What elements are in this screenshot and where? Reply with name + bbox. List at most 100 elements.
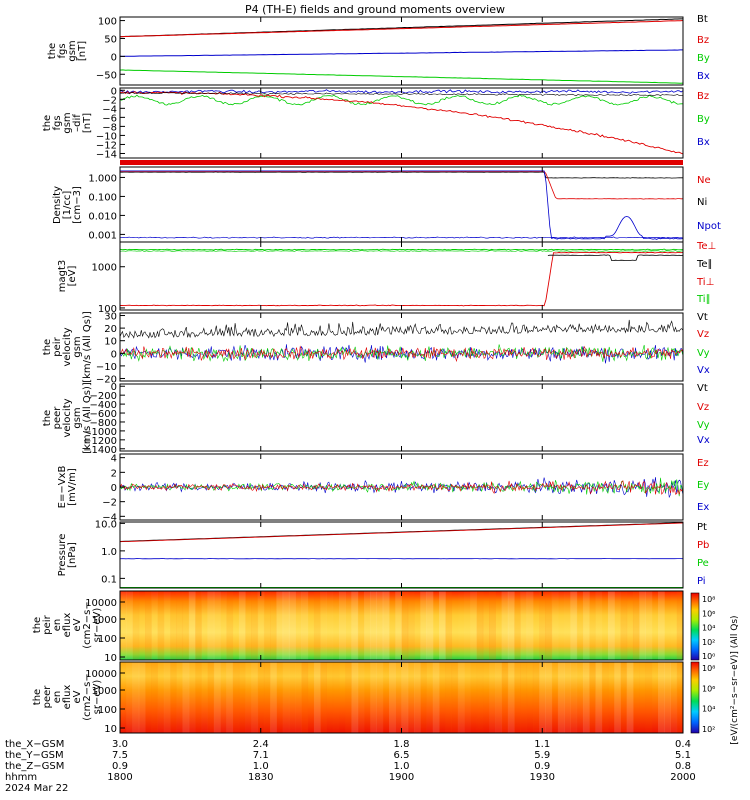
y-tick-label: −6	[102, 113, 117, 124]
x-axis-row-label: the_Z−GSM	[5, 761, 64, 772]
series-line-bx	[119, 49, 683, 57]
y-axis-label: eflux	[62, 685, 73, 710]
y-axis-label: [eV]	[67, 266, 78, 287]
spectrogram-column	[201, 591, 209, 660]
spectrogram-column	[145, 591, 152, 660]
x-axis-tick-label: 0.8	[675, 761, 691, 772]
y-tick-label: 10000	[85, 598, 117, 609]
series-line-ez	[119, 480, 684, 495]
y-tick-label: 1.0	[101, 547, 117, 558]
spectrogram-column	[188, 662, 196, 733]
y-axis-label: peer	[52, 406, 63, 430]
spectrogram-column	[652, 591, 659, 660]
spectrogram-column	[301, 591, 309, 660]
spectrogram-column	[232, 662, 240, 733]
spectrogram-column	[395, 662, 402, 733]
spectrogram-column	[514, 591, 521, 660]
spectrogram-column	[645, 591, 653, 660]
spectrogram-column	[158, 662, 165, 733]
spectrogram-column	[138, 662, 146, 733]
spectrogram-column	[313, 591, 321, 660]
series-line-te-perp	[120, 251, 684, 307]
spectrogram-column	[407, 591, 415, 660]
spectrogram-column	[551, 662, 559, 733]
x-axis-tick-label: 2000	[670, 772, 695, 783]
y-axis-label: velocity	[62, 327, 73, 366]
spectrogram-column	[483, 662, 490, 733]
spectrogram-column	[220, 591, 227, 660]
spectrogram-column	[451, 662, 459, 733]
y-axis-label: the	[42, 410, 53, 426]
legend-label: Vz	[697, 329, 709, 340]
spectrogram-column	[370, 662, 377, 733]
spectrogram-column	[320, 591, 327, 660]
spectrogram-column	[364, 662, 371, 733]
spectrogram-column	[420, 591, 428, 660]
spectrogram-column	[470, 662, 477, 733]
spectrogram-column	[607, 662, 615, 733]
spectrogram-column	[607, 591, 615, 660]
spectrogram-column	[295, 591, 302, 660]
colorbar	[690, 661, 700, 734]
spectrogram-column	[539, 591, 546, 660]
y-axis-label: Pressure	[57, 534, 68, 577]
spectrogram-column	[639, 662, 646, 733]
spectrogram-column	[476, 662, 484, 733]
y-tick-label: −2	[102, 95, 117, 106]
y-tick-label: 10000	[85, 669, 117, 680]
y-tick-label: 0	[111, 483, 117, 494]
spectrogram-column	[201, 662, 208, 733]
spectrogram-column	[582, 662, 590, 733]
spectrogram-column	[326, 591, 333, 660]
spectrogram-column	[213, 591, 221, 660]
series-line-vx	[119, 344, 684, 364]
x-axis-tick-label: 1.8	[394, 739, 410, 750]
spectrogram-column	[576, 591, 584, 660]
spectrogram-column	[370, 591, 377, 660]
legend-label: Vt	[697, 312, 708, 323]
legend-label: Vy	[697, 348, 710, 359]
colorbar-tick-label: 10²	[702, 638, 715, 647]
spectrogram-column	[539, 662, 546, 733]
x-axis-tick-label: 5.9	[534, 750, 550, 761]
y-tick-label: −1400	[83, 445, 117, 456]
x-axis-tick-label: 1.0	[394, 761, 410, 772]
y-axis-label: the	[32, 689, 43, 705]
spectrogram-column	[132, 591, 140, 660]
spectrogram-column	[464, 662, 471, 733]
x-axis-tick-label: 1900	[389, 772, 414, 783]
spectrogram-column	[501, 662, 509, 733]
spectrogram-column	[126, 662, 134, 733]
series-line-bt	[119, 92, 683, 97]
series-line-bz	[119, 20, 684, 38]
spectrogram-column	[457, 662, 465, 733]
y-tick-label: 10	[104, 653, 117, 664]
spectrogram-column	[338, 591, 346, 660]
spectrogram-column	[270, 591, 277, 660]
legend-label: Ti⊥	[696, 277, 714, 288]
spectrogram-column	[245, 591, 252, 660]
legend-label: Bx	[697, 71, 710, 82]
y-axis-label: gsm	[67, 40, 78, 61]
spectrogram-column	[458, 591, 465, 660]
spectrogram-column	[238, 662, 246, 733]
spectrogram-column	[452, 591, 459, 660]
x-axis-date: 2024 Mar 22	[5, 783, 68, 794]
colorbar-tick-label: 10⁸	[702, 595, 715, 604]
spectrogram-column	[132, 662, 140, 733]
y-tick-label: 1000	[92, 615, 117, 626]
y-tick-label: 50	[104, 34, 117, 45]
x-axis-row-label: the_X−GSM	[5, 739, 64, 750]
spectrogram-column	[388, 662, 396, 733]
colorbar-label: [eV/(cm²−s−sr−eV)] (All Qs)	[730, 615, 740, 744]
y-tick-label: 0	[111, 52, 117, 63]
colorbar-tick-label: 10⁸	[702, 664, 715, 673]
spectrogram-column	[670, 662, 678, 733]
spectrogram-column	[614, 662, 621, 733]
spectrogram-column	[308, 591, 315, 660]
spectrogram-column	[601, 662, 609, 733]
y-axis-label: peir	[42, 614, 53, 634]
spectrogram-column	[657, 591, 665, 660]
spectrogram-column	[564, 662, 571, 733]
spectrogram-column	[263, 662, 271, 733]
